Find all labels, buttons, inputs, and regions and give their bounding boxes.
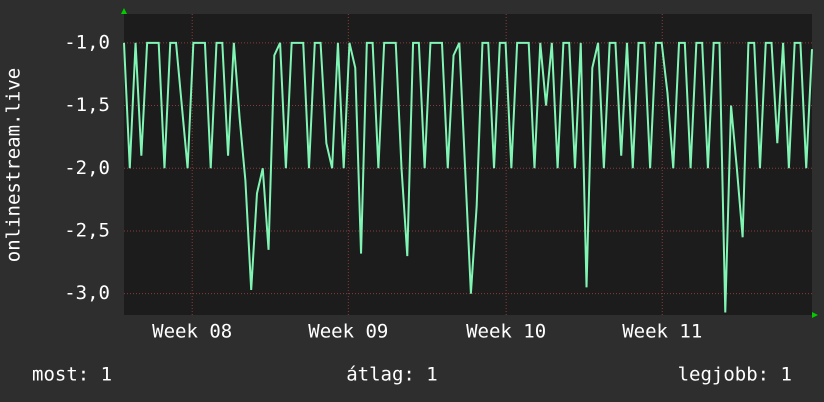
y-tick-label: -1,5 — [64, 94, 110, 116]
marks — [123, 41, 813, 313]
y-tick-label: -2,5 — [64, 219, 110, 241]
y-tick-label: -1,0 — [64, 31, 110, 53]
legend-item: most: 1 — [32, 364, 112, 386]
legend-item: legjobb: 1 — [678, 364, 792, 386]
plot-area — [124, 14, 812, 315]
series-line — [123, 41, 813, 313]
x-tick-label: Week 11 — [622, 321, 702, 343]
y-axis-label: onlinestream.live — [3, 68, 25, 262]
x-tick-label: Week 09 — [308, 321, 388, 343]
x-tick-label: Week 10 — [466, 321, 546, 343]
x-tick-label: Week 08 — [152, 321, 232, 343]
legend-item: átlag: 1 — [346, 364, 438, 386]
y-tick-label: -2,0 — [64, 157, 110, 179]
y-tick-label: -3,0 — [64, 282, 110, 304]
